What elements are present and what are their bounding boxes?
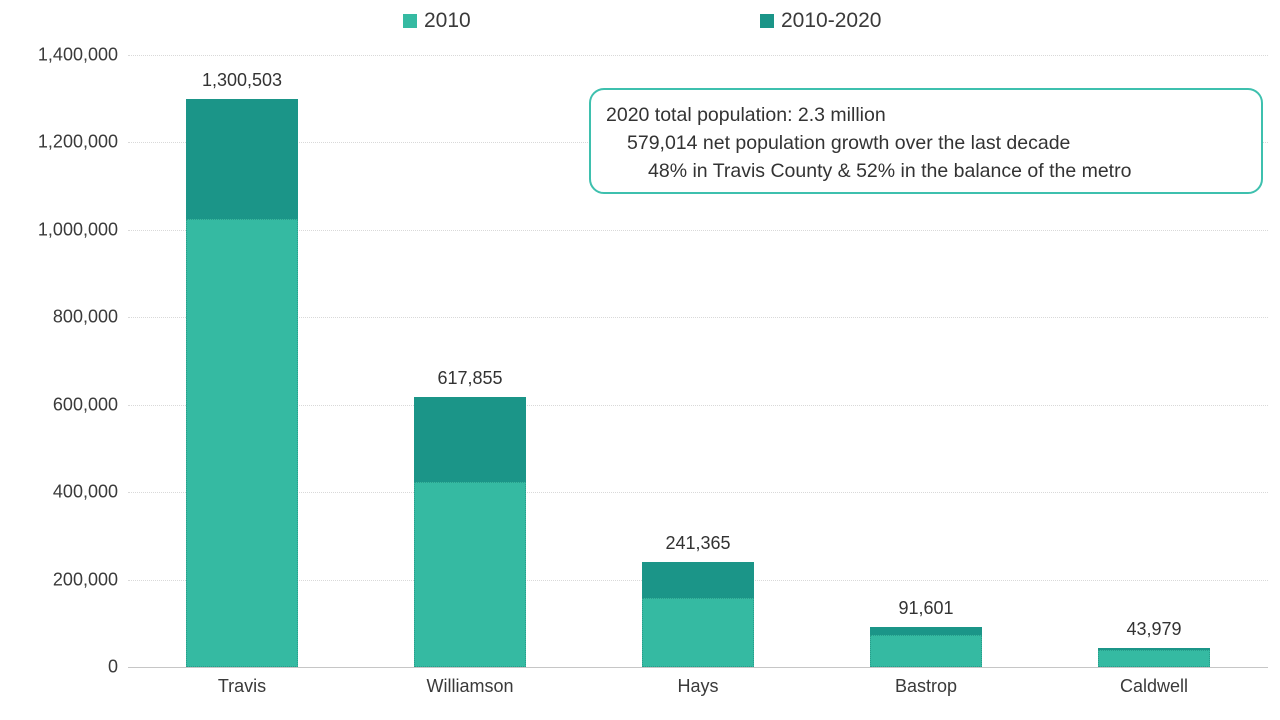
y-tick-label: 1,000,000	[37, 219, 118, 240]
plot-area: 1,300,503 617,855 241,365 91,601 43,979	[128, 55, 1268, 668]
legend: 2010 2010-2020	[0, 6, 1280, 36]
y-tick-label: 1,400,000	[37, 44, 118, 65]
legend-item-2010-2020: 2010-2020	[760, 6, 881, 36]
x-tick-label-bastrop: Bastrop	[894, 676, 958, 696]
x-tick-label-williamson: Williamson	[426, 676, 514, 696]
gridline	[128, 55, 1268, 56]
bar-segment-growth-williamson	[414, 396, 526, 483]
x-tick-label-caldwell: Caldwell	[1119, 676, 1189, 696]
y-tick-label: 200,000	[52, 569, 118, 590]
gridline	[128, 229, 1268, 231]
bar-total-label-travis: 1,300,503	[201, 69, 283, 90]
bar-total-label-bastrop: 91,601	[898, 597, 954, 618]
y-tick-label: 400,000	[52, 481, 118, 502]
gridline	[128, 317, 1268, 319]
bar-segment-2010-caldwell	[1098, 650, 1210, 667]
bar-total-label-hays: 241,365	[665, 532, 731, 553]
bar-segment-2010-williamson	[414, 482, 526, 667]
y-tick-label: 0	[107, 656, 118, 677]
legend-label-2010-2020: 2010-2020	[781, 9, 882, 32]
legend-swatch-2010-2020-icon	[760, 14, 774, 28]
gridline	[128, 404, 1268, 406]
bar-segment-growth-hays	[642, 561, 754, 599]
x-tick-label-hays: Hays	[677, 676, 719, 696]
annotation-line-3: 48% in Travis County & 52% in the balanc…	[648, 160, 1132, 182]
y-tick-label: 600,000	[52, 394, 118, 415]
bar-segment-growth-caldwell	[1098, 647, 1210, 651]
gridline	[128, 492, 1268, 494]
bar-segment-growth-travis	[186, 98, 298, 220]
legend-item-2010: 2010	[403, 6, 471, 36]
bar-segment-2010-travis	[186, 219, 298, 667]
bar-total-label-caldwell: 43,979	[1126, 618, 1182, 639]
legend-label-2010: 2010	[424, 9, 471, 32]
y-tick-label: 800,000	[52, 306, 118, 327]
legend-swatch-2010-icon	[403, 14, 417, 28]
bar-segment-2010-hays	[642, 598, 754, 667]
x-tick-label-travis: Travis	[217, 676, 267, 696]
bar-segment-2010-bastrop	[870, 634, 982, 667]
bar-total-label-williamson: 617,855	[437, 367, 503, 388]
bar-segment-growth-bastrop	[870, 626, 982, 635]
annotation-line-1: 2020 total population: 2.3 million	[606, 104, 886, 126]
y-tick-label: 1,200,000	[37, 131, 118, 152]
annotation-box: 2020 total population: 2.3 million 579,0…	[589, 88, 1263, 194]
annotation-line-2: 579,014 net population growth over the l…	[627, 132, 1071, 154]
x-axis-line	[128, 667, 1268, 668]
